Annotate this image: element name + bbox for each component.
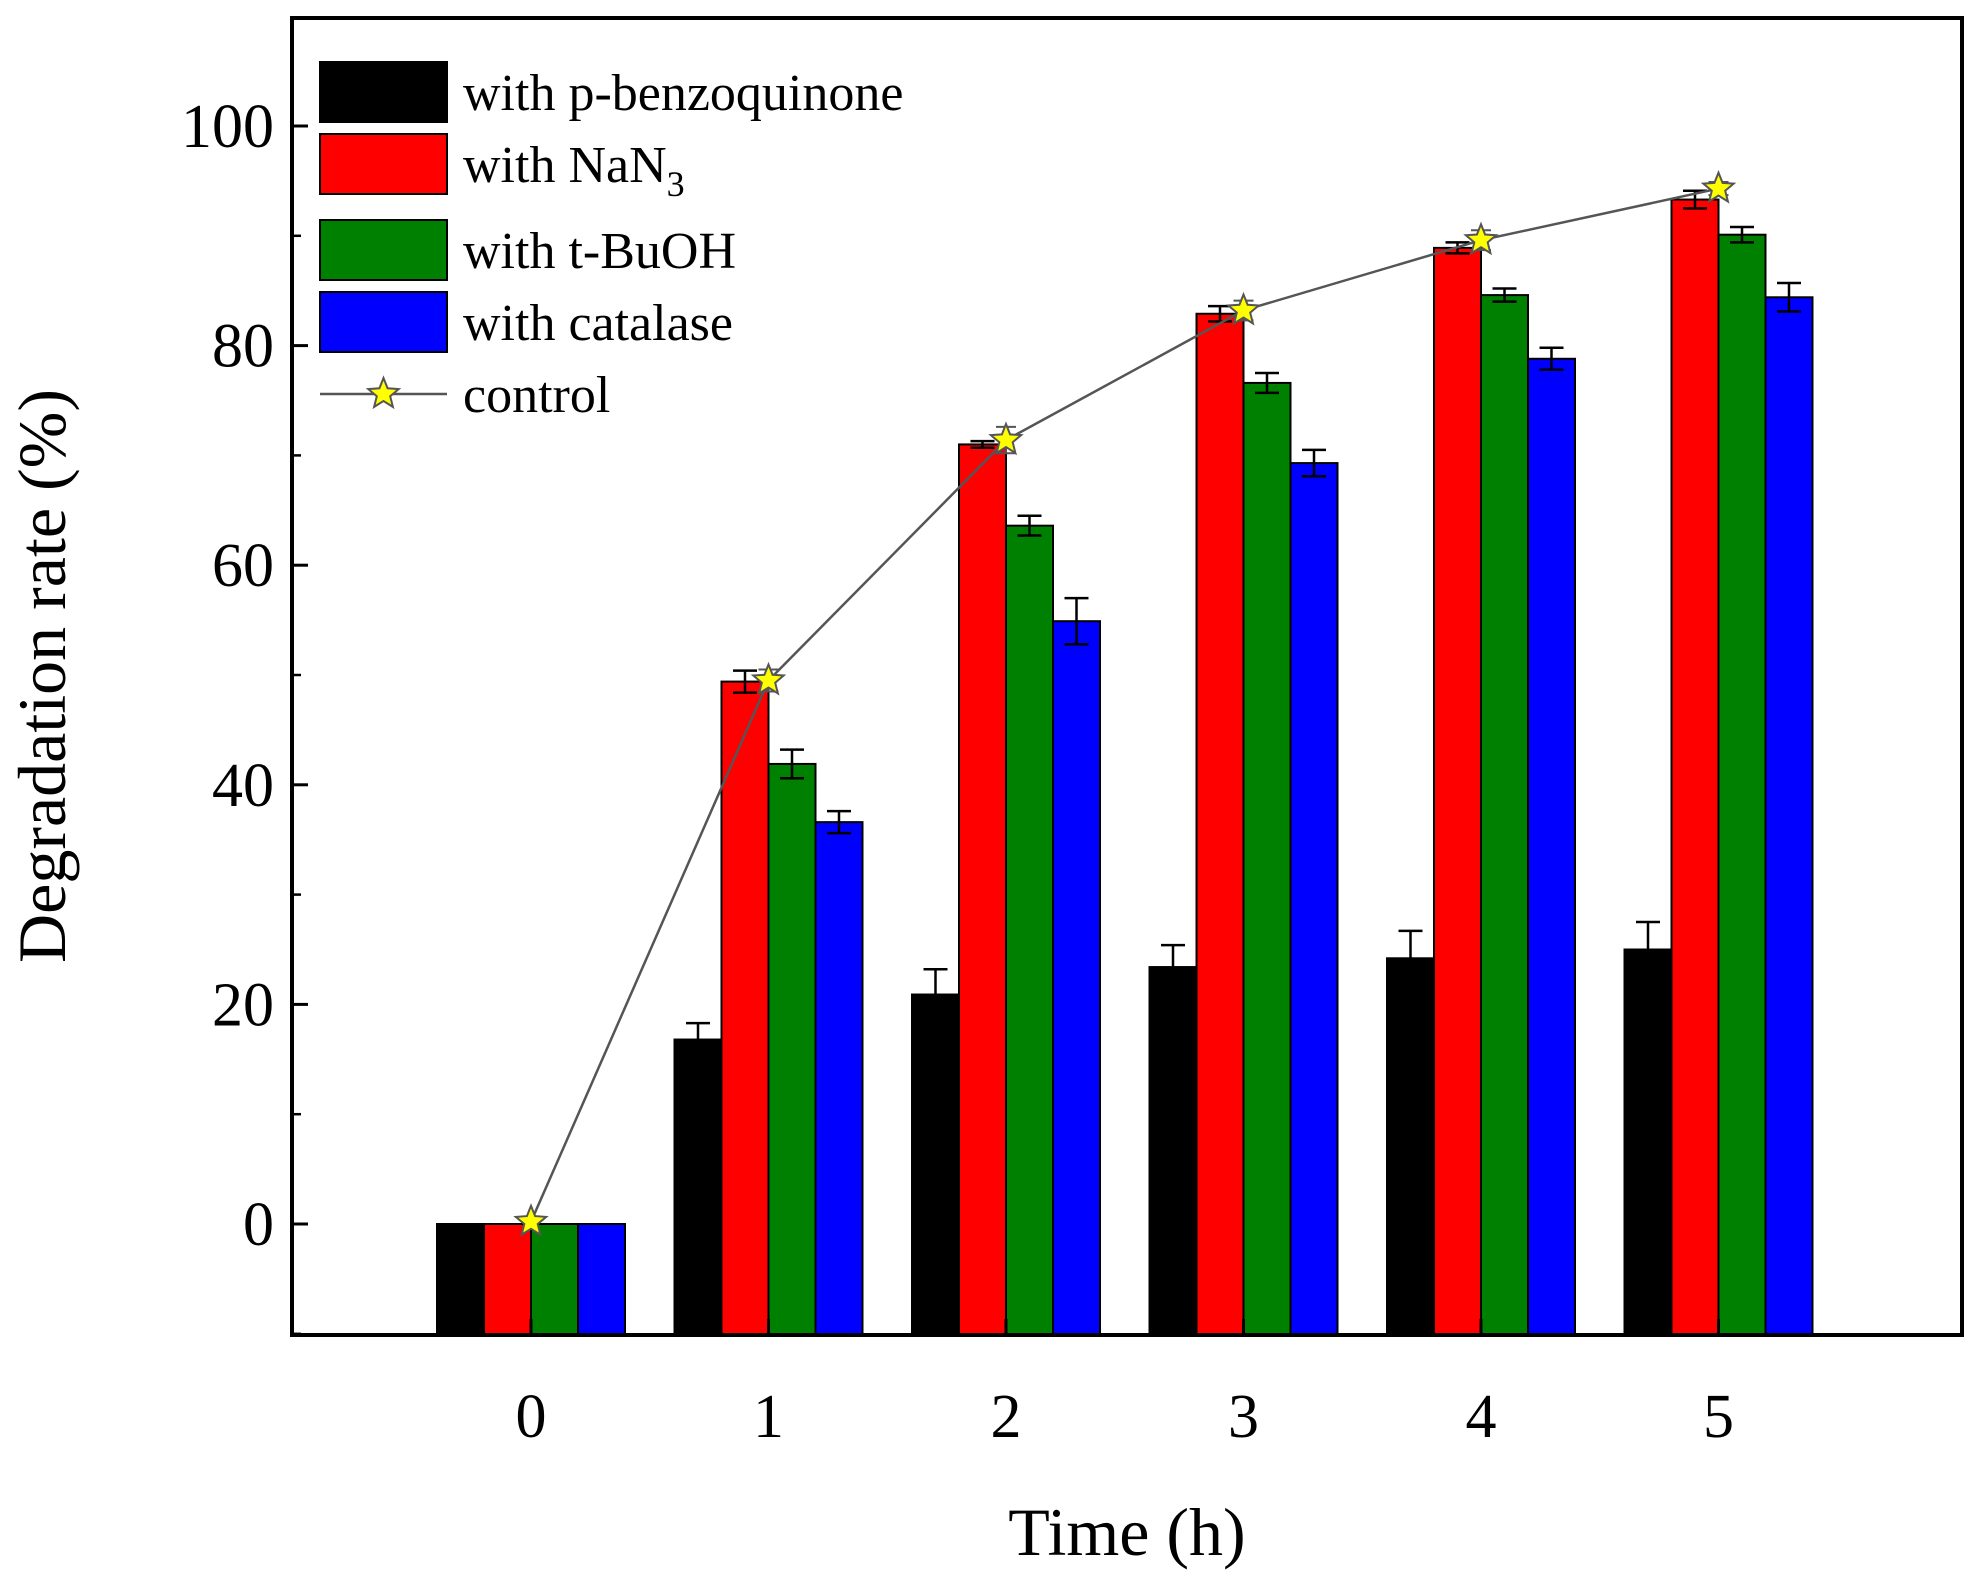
y-tick-label: 100: [181, 93, 274, 161]
bar: [1433, 246, 1482, 1336]
plot-frame: [290, 16, 1964, 1337]
bar: [767, 762, 817, 1336]
legend-star-marker: [365, 375, 402, 410]
x-tick-label: 3: [1228, 1383, 1259, 1451]
control-point: [1700, 169, 1737, 204]
bar: [1242, 381, 1292, 1336]
bar: [814, 821, 864, 1336]
bar: [577, 1223, 626, 1336]
bar: [911, 993, 960, 1336]
legend-swatch: [319, 291, 448, 353]
control-point: [1463, 221, 1499, 256]
error-bar: [970, 439, 995, 449]
bar: [1717, 233, 1767, 1336]
bar: [1623, 948, 1673, 1336]
y-tick-label: 20: [212, 971, 274, 1039]
x-tick-label: 1: [753, 1383, 784, 1451]
x-tick-label: 2: [991, 1383, 1022, 1451]
bar: [1527, 357, 1576, 1336]
error-bar: [1161, 943, 1185, 991]
error-bar: [1730, 225, 1754, 244]
bar: [483, 1223, 532, 1336]
legend: with p-benzoquinone with NaN3 with t-BuOH w…: [319, 61, 903, 424]
control-line: [529, 187, 1719, 1223]
bar: [720, 680, 770, 1336]
error-bar: [1255, 371, 1279, 395]
bar: [673, 1038, 723, 1336]
bar: [1005, 524, 1054, 1336]
control-point: [513, 1203, 549, 1237]
x-tick-label: 5: [1703, 1383, 1734, 1451]
y-tick-label: 0: [243, 1191, 274, 1259]
legend-swatch: [319, 219, 448, 281]
bar: [1386, 957, 1435, 1336]
control-point: [750, 661, 787, 696]
bar: [958, 443, 1007, 1337]
error-bar: [1398, 929, 1423, 987]
bar: [1148, 966, 1198, 1336]
control-point: [1225, 291, 1262, 326]
y-axis-title: Degradation rate (%): [4, 389, 80, 963]
legend-label: control: [463, 367, 610, 424]
error-bar: [1302, 448, 1326, 478]
error-bar: [1539, 346, 1564, 372]
bar: [1764, 296, 1814, 1337]
plot-area: [436, 169, 1814, 1337]
bar: [530, 1223, 579, 1336]
y-tick-label: 60: [212, 532, 274, 600]
bar: [436, 1223, 485, 1336]
x-tick-label: 4: [1466, 1383, 1497, 1451]
legend-swatch: [319, 133, 448, 195]
y-tick-label: 80: [212, 313, 274, 381]
y-tick-label: 40: [212, 752, 274, 820]
legend-label: with catalase: [463, 295, 733, 352]
error-bar: [1492, 287, 1517, 303]
error-bar: [827, 809, 851, 835]
error-bar: [780, 748, 804, 780]
error-bar: [733, 669, 757, 694]
bar: [1052, 620, 1101, 1336]
bar: [1670, 198, 1720, 1336]
bar: [1289, 462, 1339, 1336]
bar: [1195, 312, 1245, 1336]
error-bar: [1777, 281, 1801, 313]
axes: 0 20 40 60 80 100 0 1 2 3 4 5: [181, 93, 1734, 1451]
legend-label: with NaN3: [463, 137, 685, 204]
x-axis-title: Time (h): [1008, 1494, 1245, 1570]
legend-label: with p-benzoquinone: [463, 65, 903, 122]
x-tick-label: 0: [516, 1383, 547, 1451]
legend-swatch: [319, 61, 448, 123]
error-bar: [923, 968, 948, 1022]
error-bar: [1017, 514, 1042, 537]
control-point: [988, 421, 1024, 456]
error-bar: [1636, 920, 1660, 979]
error-bar: [686, 1021, 710, 1058]
error-bar: [1064, 596, 1089, 646]
legend-label: with t-BuOH: [463, 223, 736, 280]
bar: [1480, 294, 1529, 1336]
